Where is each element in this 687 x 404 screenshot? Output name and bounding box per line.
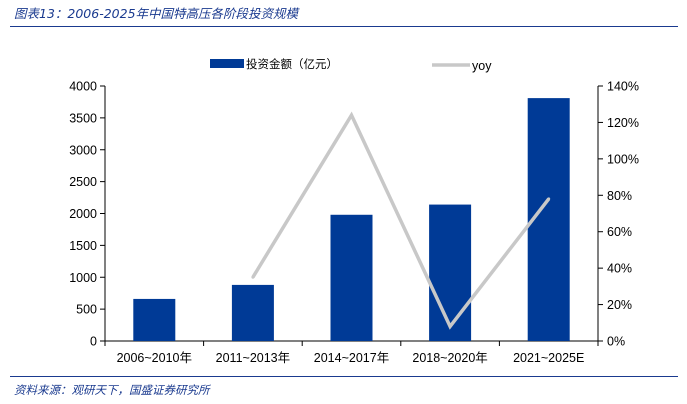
right-axis-tick-label: 0% — [607, 335, 625, 349]
right-axis-tick-label: 140% — [607, 80, 639, 94]
left-axis-tick-label: 3500 — [69, 111, 97, 125]
axes: 0 500 1000 1500 2000 2500 3000 3500 4000 0% 20% 40%… — [69, 80, 639, 349]
right-axis-tick-label: 80% — [607, 189, 632, 203]
left-axis-tick-label: 2000 — [69, 207, 97, 221]
left-axis-tick-label: 2500 — [69, 175, 97, 189]
right-axis-tick-label: 120% — [607, 116, 639, 130]
x-tick-label: 2014~2017年 — [314, 351, 389, 365]
x-axis-labels: 2006~2010年 2011~2013年 2014~2017年 2018~2020年… — [117, 351, 585, 365]
x-tick-label: 2006~2010年 — [117, 351, 192, 365]
yoy-point — [448, 324, 452, 328]
source-note: 资料来源：观研天下，国盛证券研究所 — [14, 383, 210, 397]
line-series — [251, 111, 551, 330]
x-tick-label: 2021~2025E — [513, 351, 584, 365]
yoy-point — [251, 275, 255, 279]
left-axis-tick-label: 4000 — [69, 80, 97, 94]
left-axis-tick-label: 500 — [76, 303, 97, 317]
right-axis-tick-label: 40% — [607, 262, 632, 276]
right-axis-tick-label: 20% — [607, 298, 632, 312]
left-axis-tick-label: 3000 — [69, 143, 97, 157]
legend-label-bar: 投资金额（亿元） — [246, 57, 338, 71]
bar — [330, 214, 373, 341]
right-axis-tick-label: 100% — [607, 152, 639, 166]
legend: 投资金额（亿元） yoy — [210, 57, 492, 73]
bar-series — [133, 98, 570, 341]
yoy-point — [350, 113, 353, 117]
legend-label-line: yoy — [472, 59, 492, 73]
bar — [429, 204, 472, 341]
left-axis-tick-label: 1000 — [69, 271, 97, 285]
left-axis-tick-label: 0 — [90, 335, 97, 349]
x-tick-label: 2018~2020年 — [412, 351, 487, 365]
title-rule — [10, 26, 678, 27]
source-rule — [10, 376, 678, 377]
bar — [231, 284, 274, 341]
yoy-point — [547, 197, 551, 201]
yoy-line — [251, 111, 551, 330]
left-axis-tick-label: 1500 — [69, 239, 97, 253]
x-tick-label: 2011~2013年 — [216, 351, 291, 365]
bar — [133, 298, 176, 341]
legend-swatch-bar — [210, 59, 244, 68]
figure-title: 图表13：2006-2025年中国特高压各阶段投资规模 — [14, 6, 299, 21]
right-axis-tick-label: 60% — [607, 225, 632, 239]
